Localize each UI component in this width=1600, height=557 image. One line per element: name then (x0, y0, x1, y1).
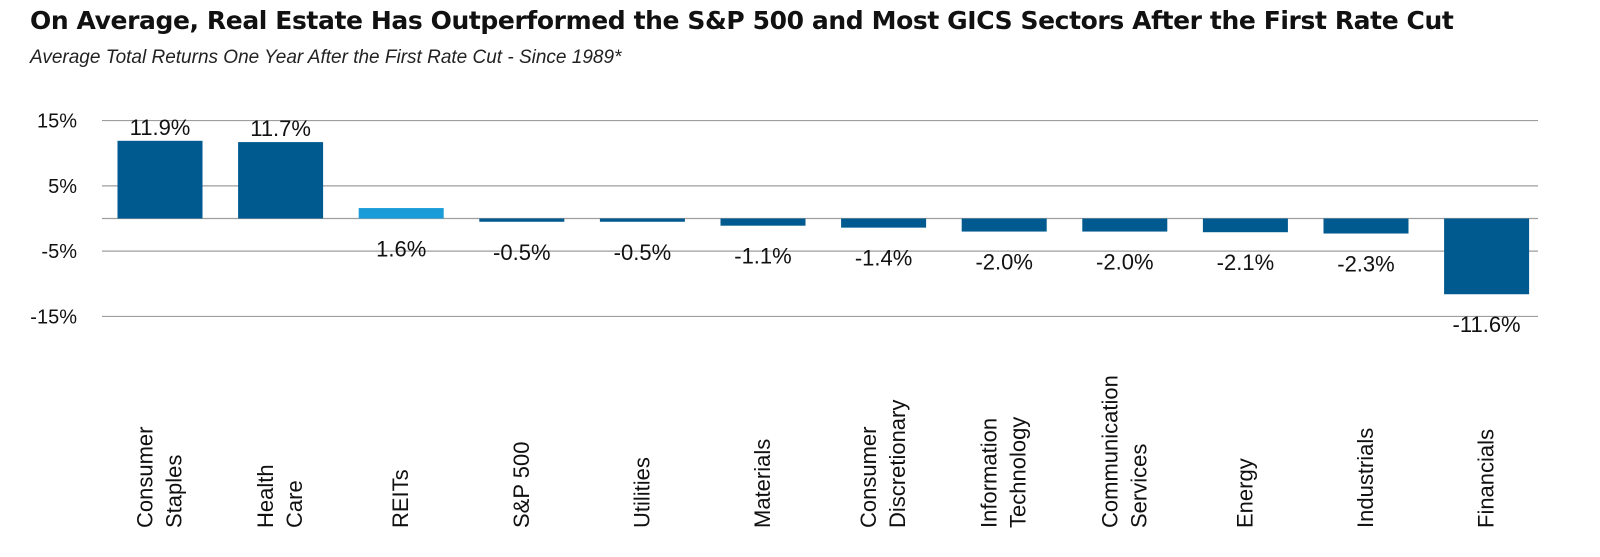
chart-title: On Average, Real Estate Has Outperformed… (30, 6, 1454, 35)
bar (1323, 218, 1409, 234)
category-label: Health Care (253, 464, 307, 528)
category-label-line: Information (977, 418, 1002, 528)
category-label-line: Discretionary (885, 400, 910, 528)
category-label-line: Materials (750, 439, 775, 528)
category-label: Information Technology (977, 417, 1031, 528)
category-label-line: Services (1126, 444, 1151, 528)
category-label: Consumer Discretionary (856, 400, 910, 528)
value-label: 11.7% (250, 116, 311, 141)
value-label: 11.9% (130, 115, 191, 140)
category-label-line: Energy (1232, 458, 1257, 528)
y-tick-label: 5% (48, 176, 77, 198)
y-tick-label: 15% (37, 111, 77, 133)
category-label-line: S&P 500 (509, 442, 534, 528)
value-label: -2.0% (975, 250, 1032, 275)
category-label: Utilities (629, 457, 654, 528)
category-label: Financials (1474, 429, 1499, 528)
bar (961, 218, 1047, 232)
value-label: -1.1% (734, 244, 791, 269)
category-label: S&P 500 (509, 442, 534, 528)
value-label: -2.0% (1096, 250, 1153, 275)
value-label: -2.3% (1337, 252, 1394, 277)
category-label-line: Financials (1474, 429, 1499, 528)
category-label-line: Consumer (856, 427, 881, 528)
category-label-line: REITs (388, 469, 413, 528)
value-label: -0.5% (493, 240, 550, 265)
category-label-line: Technology (1006, 417, 1031, 528)
y-tick-label: -15% (30, 306, 77, 328)
category-label: Materials (750, 439, 775, 528)
bar (599, 218, 685, 222)
bar (479, 218, 565, 222)
category-label: REITs (388, 469, 413, 528)
category-label-line: Staples (162, 455, 187, 528)
chart-subtitle: Average Total Returns One Year After the… (30, 47, 622, 68)
category-label-line: Communication (1097, 375, 1122, 528)
value-label: -2.1% (1217, 250, 1274, 275)
bar (117, 140, 203, 219)
category-label: Consumer Staples (133, 427, 187, 528)
category-label: Energy (1232, 458, 1257, 528)
bar (238, 142, 324, 219)
category-label-line: Health (253, 464, 278, 528)
value-label: -1.4% (855, 246, 912, 271)
category-label-line: Consumer (133, 427, 158, 528)
y-tick-label: -5% (41, 241, 77, 263)
value-label: -0.5% (614, 240, 671, 265)
bar (1444, 218, 1530, 295)
category-label-line: Care (282, 480, 307, 528)
bar (1082, 218, 1168, 232)
bar (841, 218, 927, 228)
category-label: Communication Services (1097, 375, 1151, 528)
category-label: Industrials (1353, 428, 1378, 528)
category-label-line: Industrials (1353, 428, 1378, 528)
bar (1202, 218, 1288, 233)
bar (358, 208, 444, 219)
value-label: -11.6% (1453, 312, 1521, 337)
bar (720, 218, 806, 226)
category-label-line: Utilities (629, 457, 654, 528)
value-label: 1.6% (376, 237, 426, 262)
